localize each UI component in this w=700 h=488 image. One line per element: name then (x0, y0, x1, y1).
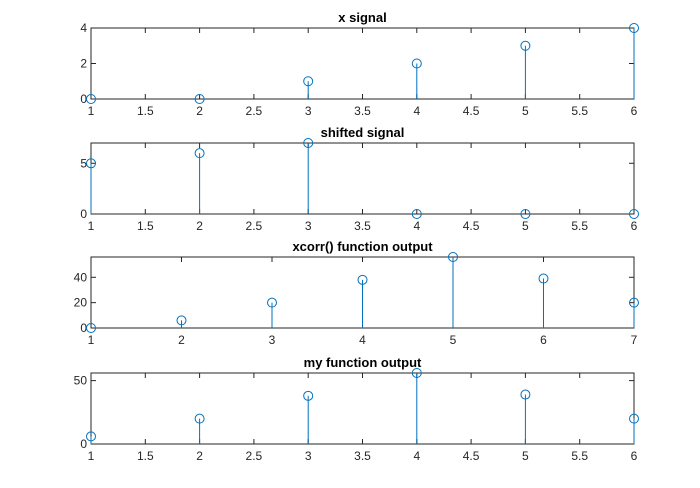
y-tick-label: 5 (80, 156, 87, 170)
x-tick-label: 4 (413, 449, 420, 463)
stem-marker (303, 138, 314, 148)
x-tick-label: 4.5 (463, 449, 480, 463)
stem-marker (303, 76, 314, 87)
stem-marker (411, 368, 422, 378)
stem-marker (176, 315, 187, 326)
x-tick-label: 1.5 (137, 449, 154, 463)
stem-marker (194, 413, 205, 424)
x-tick-label: 5.5 (571, 104, 588, 118)
x-tick-label: 7 (631, 333, 638, 347)
y-tick-label: 2 (80, 57, 87, 71)
y-tick-label: 0 (80, 207, 87, 221)
x-tick-label: 6 (631, 104, 638, 118)
stem-marker (86, 158, 96, 169)
stem-marker (86, 323, 96, 333)
axes-box (90, 142, 635, 215)
x-tick-label: 3 (305, 449, 312, 463)
subplot-2: 1 1.5 2 2.5 3 3.5 4 4.5 5 5.5 6 0 5 shifted signal (80, 125, 639, 233)
subplot-title: my function output (304, 355, 422, 370)
stem-marker (629, 209, 639, 219)
x-tick-label: 2 (196, 219, 203, 233)
y-tick-label: 4 (80, 21, 87, 35)
x-tick-label: 5 (522, 104, 529, 118)
x-tick-label: 4 (413, 104, 420, 118)
subplot-1: 1 1.5 2 2.5 3 3.5 4 4.5 5 5.5 6 0 2 4 x signal (80, 10, 639, 118)
x-tick-label: 1 (88, 104, 95, 118)
x-tick-label: 5 (450, 333, 457, 347)
x-tick-label: 2.5 (246, 219, 263, 233)
x-tick-label: 4.5 (463, 104, 480, 118)
x-tick-label: 3 (269, 333, 276, 347)
x-tick-label: 2.5 (246, 104, 263, 118)
stem-marker (86, 431, 96, 442)
stem-marker (411, 58, 422, 69)
y-tick-label: 0 (80, 437, 87, 451)
x-tick-label: 1.5 (137, 104, 154, 118)
y-tick-label: 40 (74, 270, 88, 284)
x-tick-label: 2 (178, 333, 185, 347)
stem-marker (411, 209, 422, 219)
x-tick-label: 3 (305, 219, 312, 233)
y-tick-label: 0 (80, 92, 87, 106)
y-tick-label: 50 (74, 374, 88, 388)
x-tick-label: 4 (359, 333, 366, 347)
stem-marker (629, 23, 639, 33)
x-tick-label: 5 (522, 449, 529, 463)
x-tick-label: 3.5 (354, 104, 371, 118)
stem-marker (194, 148, 205, 159)
x-tick-label: 1 (88, 219, 95, 233)
y-tick-label: 20 (74, 296, 88, 310)
subplot-4: 1 1.5 2 2.5 3 3.5 4 4.5 5 5.5 6 0 50 my function outp… (74, 355, 639, 463)
y-tick-label: 0 (80, 321, 87, 335)
x-tick-label: 5.5 (571, 219, 588, 233)
axes-box (90, 372, 635, 445)
subplot-3: 1 2 3 4 5 6 7 0 20 40 xcorr() function output (74, 239, 639, 347)
stem-marker (267, 297, 277, 308)
stem-marker (538, 273, 549, 284)
stem-marker (520, 209, 531, 219)
stem-marker (86, 94, 96, 104)
stem-marker (357, 274, 368, 285)
x-tick-label: 3 (305, 104, 312, 118)
x-tick-label: 6 (631, 219, 638, 233)
stem-marker (629, 413, 639, 424)
x-tick-label: 4 (413, 219, 420, 233)
x-tick-label: 2 (196, 449, 203, 463)
x-tick-label: 5 (522, 219, 529, 233)
x-tick-label: 1.5 (137, 219, 154, 233)
stem-marker (303, 390, 314, 401)
stem-marker (448, 252, 458, 262)
x-tick-label: 6 (540, 333, 547, 347)
x-tick-label: 1 (88, 333, 95, 347)
x-tick-label: 2 (196, 104, 203, 118)
x-tick-label: 5.5 (571, 449, 588, 463)
subplot-title: xcorr() function output (292, 239, 433, 254)
subplot-title: shifted signal (321, 125, 405, 140)
x-tick-label: 4.5 (463, 219, 480, 233)
subplot-title: x signal (338, 10, 386, 25)
x-tick-label: 3.5 (354, 219, 371, 233)
x-tick-label: 2.5 (246, 449, 263, 463)
axes-box (90, 27, 635, 100)
stem-marker (520, 389, 531, 400)
stem-marker (629, 297, 639, 308)
stem-marker (194, 94, 205, 104)
x-tick-label: 1 (88, 449, 95, 463)
x-tick-label: 6 (631, 449, 638, 463)
stem-marker (520, 40, 531, 51)
x-tick-label: 3.5 (354, 449, 371, 463)
